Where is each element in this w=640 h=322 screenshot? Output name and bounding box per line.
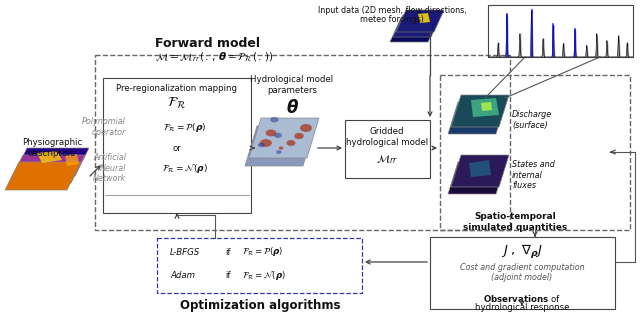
Ellipse shape bbox=[294, 133, 304, 139]
Text: if: if bbox=[225, 270, 230, 279]
Text: $\mathcal{M} = \mathcal{M}_{rr}\,(.\,,\, \boldsymbol{\theta} = \mathcal{F}_{\mat: $\mathcal{M} = \mathcal{M}_{rr}\,(.\,,\,… bbox=[155, 50, 273, 64]
Text: $\mathcal{F}_{\mathcal{R}} = \mathcal{P}(\boldsymbol{\rho})$: $\mathcal{F}_{\mathcal{R}} = \mathcal{P}… bbox=[163, 120, 207, 134]
Polygon shape bbox=[28, 163, 51, 175]
Polygon shape bbox=[451, 155, 509, 187]
Text: Gridded
hydrological model: Gridded hydrological model bbox=[346, 127, 428, 147]
Polygon shape bbox=[249, 118, 319, 158]
Bar bbox=[103, 78, 251, 213]
Text: $\mathcal{M}_{rr}$: $\mathcal{M}_{rr}$ bbox=[376, 154, 398, 166]
Text: $\mathcal{F}_{\mathcal{R}} = \mathcal{N}(\boldsymbol{\rho})$: $\mathcal{F}_{\mathcal{R}} = \mathcal{N}… bbox=[162, 162, 208, 175]
Ellipse shape bbox=[276, 150, 282, 154]
Bar bbox=[488, 5, 633, 57]
Ellipse shape bbox=[259, 141, 265, 146]
Text: Input data (2D mesh, flow directions,: Input data (2D mesh, flow directions, bbox=[317, 5, 467, 14]
Text: $\mathcal{F}_{\mathcal{R}}$: $\mathcal{F}_{\mathcal{R}}$ bbox=[168, 95, 187, 111]
Polygon shape bbox=[9, 155, 85, 183]
Bar bbox=[95, 55, 510, 230]
Bar bbox=[430, 237, 615, 309]
Text: Artificial
Neural
Network: Artificial Neural Network bbox=[93, 153, 126, 183]
Ellipse shape bbox=[274, 133, 282, 138]
Text: States and
internal
fluxes: States and internal fluxes bbox=[512, 160, 555, 190]
Ellipse shape bbox=[270, 117, 278, 122]
Text: if: if bbox=[225, 248, 230, 257]
Polygon shape bbox=[13, 148, 89, 176]
Bar bbox=[345, 120, 430, 178]
Text: (adjoint model): (adjoint model) bbox=[492, 272, 552, 281]
Text: Hydrological model
parameters: Hydrological model parameters bbox=[250, 75, 333, 95]
Text: $J\;,\; \nabla_{\boldsymbol{\rho}}J$: $J\;,\; \nabla_{\boldsymbol{\rho}}J$ bbox=[501, 243, 543, 261]
Bar bbox=[440, 75, 630, 230]
Ellipse shape bbox=[278, 135, 292, 145]
Ellipse shape bbox=[260, 139, 272, 147]
Ellipse shape bbox=[258, 143, 265, 147]
Text: $\mathcal{F}_{\mathcal{R}} = \mathcal{P}(\boldsymbol{\rho})$: $\mathcal{F}_{\mathcal{R}} = \mathcal{P}… bbox=[242, 245, 284, 259]
Ellipse shape bbox=[292, 133, 305, 142]
Text: Polynomial
operator: Polynomial operator bbox=[82, 117, 126, 137]
Text: $\boldsymbol{\theta}$: $\boldsymbol{\theta}$ bbox=[285, 99, 298, 117]
Text: Adam: Adam bbox=[170, 270, 195, 279]
Text: Cost and gradient computation: Cost and gradient computation bbox=[460, 263, 584, 272]
Text: Spatio-temporal
simulated quantities: Spatio-temporal simulated quantities bbox=[463, 212, 567, 232]
Ellipse shape bbox=[258, 153, 266, 158]
Polygon shape bbox=[5, 162, 81, 190]
Text: $\mathcal{F}_{\mathcal{R}} = \mathcal{N}(\boldsymbol{\rho})$: $\mathcal{F}_{\mathcal{R}} = \mathcal{N}… bbox=[242, 269, 286, 281]
Text: hydrological response: hydrological response bbox=[475, 304, 569, 312]
Text: $\mathbf{Observations}$ of: $\mathbf{Observations}$ of bbox=[483, 292, 561, 304]
Polygon shape bbox=[418, 13, 430, 23]
Ellipse shape bbox=[300, 124, 312, 132]
Polygon shape bbox=[481, 102, 492, 111]
Text: Pre-regionalization mapping: Pre-regionalization mapping bbox=[116, 83, 237, 92]
Ellipse shape bbox=[278, 147, 284, 150]
Ellipse shape bbox=[287, 140, 296, 146]
Polygon shape bbox=[245, 126, 315, 166]
Polygon shape bbox=[469, 160, 491, 177]
Text: L-BFGS: L-BFGS bbox=[170, 248, 200, 257]
Polygon shape bbox=[37, 151, 62, 163]
Ellipse shape bbox=[259, 133, 269, 141]
Text: Optimization algorithms: Optimization algorithms bbox=[180, 298, 340, 311]
Polygon shape bbox=[448, 162, 506, 194]
Polygon shape bbox=[65, 154, 79, 166]
Polygon shape bbox=[451, 95, 509, 127]
Polygon shape bbox=[448, 102, 506, 134]
Bar bbox=[157, 238, 362, 293]
Text: Physiographic
descriptors: Physiographic descriptors bbox=[22, 138, 82, 158]
Text: or: or bbox=[173, 144, 181, 153]
Polygon shape bbox=[471, 98, 499, 117]
Text: Forward model: Forward model bbox=[155, 36, 260, 50]
Polygon shape bbox=[393, 15, 441, 37]
Polygon shape bbox=[396, 10, 444, 32]
Text: Discharge
(surface): Discharge (surface) bbox=[512, 110, 552, 130]
Ellipse shape bbox=[266, 129, 276, 137]
Polygon shape bbox=[390, 20, 438, 42]
Text: meteo forcings): meteo forcings) bbox=[360, 14, 424, 24]
